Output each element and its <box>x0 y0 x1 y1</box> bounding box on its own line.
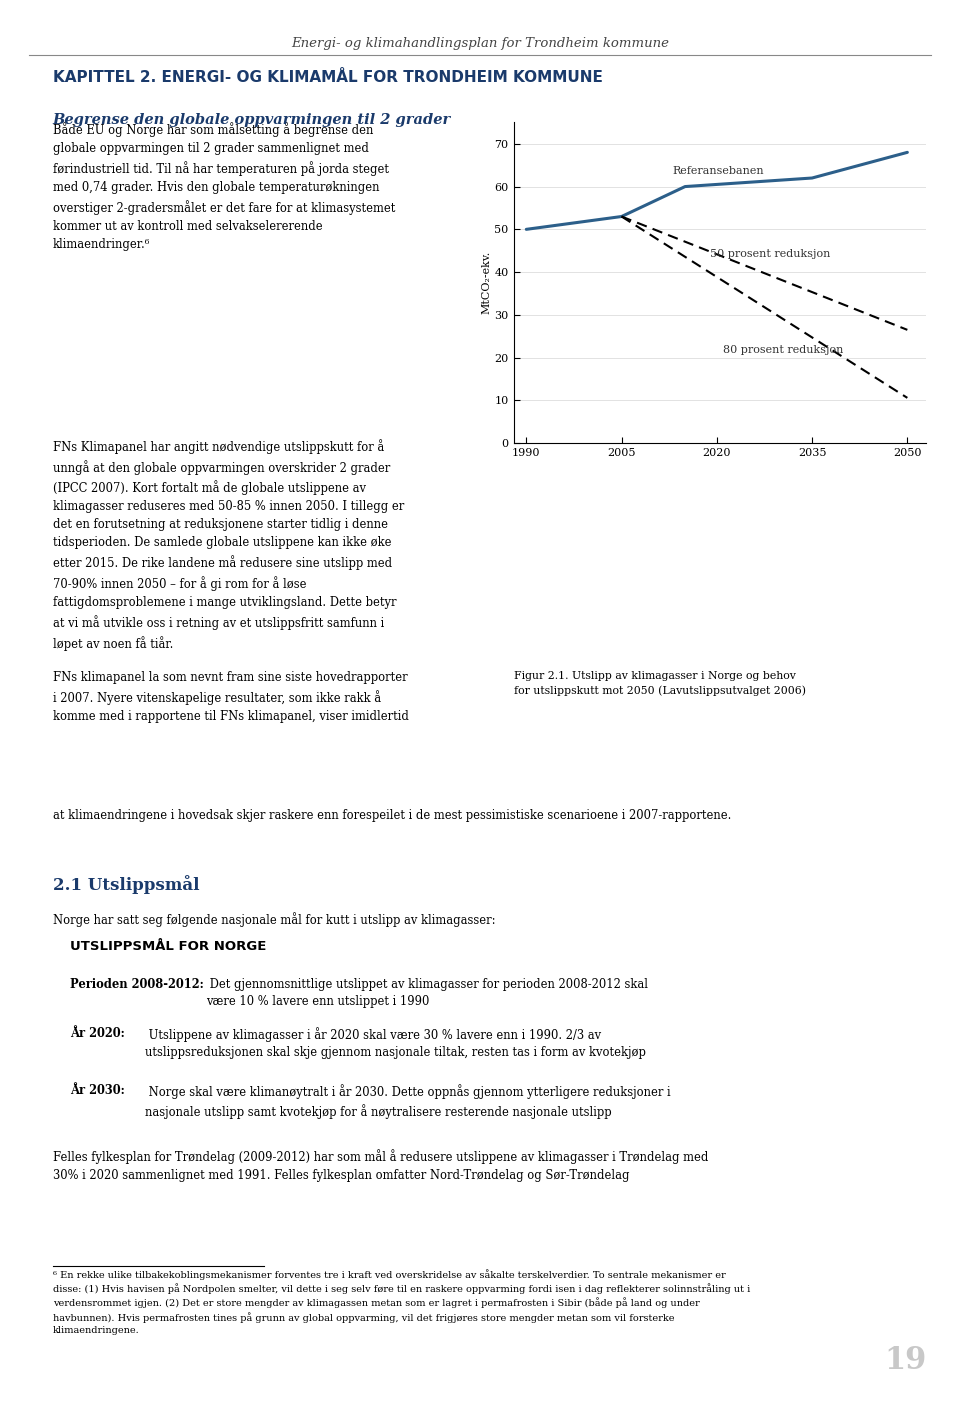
Text: 50 prosent reduksjon: 50 prosent reduksjon <box>710 249 830 259</box>
Text: UTSLIPPSMÅL FOR NORGE: UTSLIPPSMÅL FOR NORGE <box>70 940 267 953</box>
Y-axis label: MtCO₂-ekv.: MtCO₂-ekv. <box>482 252 492 314</box>
Text: Norge har satt seg følgende nasjonale mål for kutt i utslipp av klimagasser:: Norge har satt seg følgende nasjonale må… <box>53 912 495 927</box>
Text: Energi- og klimahandlingsplan for Trondheim kommune: Energi- og klimahandlingsplan for Trondh… <box>291 37 669 49</box>
Text: Felles fylkesplan for Trøndelag (2009-2012) har som mål å redusere utslippene av: Felles fylkesplan for Trøndelag (2009-20… <box>53 1150 708 1182</box>
Text: Perioden 2008-2012:: Perioden 2008-2012: <box>70 978 204 991</box>
Text: Begrense den globale oppvarmingen til 2 grader: Begrense den globale oppvarmingen til 2 … <box>53 113 451 127</box>
Text: at klimaendringene i hovedsak skjer raskere enn forespeilet i de mest pessimisti: at klimaendringene i hovedsak skjer rask… <box>53 809 732 822</box>
Text: ⁶ En rekke ulike tilbakekoblingsmekanismer forventes tre i kraft ved overskridel: ⁶ En rekke ulike tilbakekoblingsmekanism… <box>53 1269 750 1335</box>
Text: FNs Klimapanel har angitt nødvendige utslippskutt for å
unngå at den globale opp: FNs Klimapanel har angitt nødvendige uts… <box>53 439 404 650</box>
Text: KAPITTEL 2. ENERGI- OG KLIMAMÅL FOR TRONDHEIM KOMMUNE: KAPITTEL 2. ENERGI- OG KLIMAMÅL FOR TRON… <box>53 70 603 86</box>
Text: Figur 2.1. Utslipp av klimagasser i Norge og behov
for utslippskutt mot 2050 (La: Figur 2.1. Utslipp av klimagasser i Norg… <box>514 671 805 695</box>
Text: År 2020:: År 2020: <box>70 1027 125 1040</box>
Text: 80 prosent reduksjon: 80 prosent reduksjon <box>723 345 844 356</box>
Text: Både EU og Norge har som målsetting å begrense den
globale oppvarmingen til 2 gr: Både EU og Norge har som målsetting å be… <box>53 122 396 250</box>
Text: Det gjennomsnittlige utslippet av klimagasser for perioden 2008-2012 skal
være 1: Det gjennomsnittlige utslippet av klimag… <box>205 978 648 1007</box>
Text: 19: 19 <box>884 1345 926 1376</box>
Text: Referansebanen: Referansebanen <box>672 166 764 176</box>
Text: År 2030:: År 2030: <box>70 1085 125 1097</box>
Text: FNs klimapanel la som nevnt fram sine siste hovedrapporter
i 2007. Nyere vitensk: FNs klimapanel la som nevnt fram sine si… <box>53 671 409 723</box>
Text: Norge skal være klimanøytralt i år 2030. Dette oppnås gjennom ytterligere reduks: Norge skal være klimanøytralt i år 2030.… <box>145 1085 670 1119</box>
Text: 2.1 Utslippsmål: 2.1 Utslippsmål <box>53 875 200 893</box>
Text: Utslippene av klimagasser i år 2020 skal være 30 % lavere enn i 1990. 2/3 av
uts: Utslippene av klimagasser i år 2020 skal… <box>145 1027 645 1058</box>
